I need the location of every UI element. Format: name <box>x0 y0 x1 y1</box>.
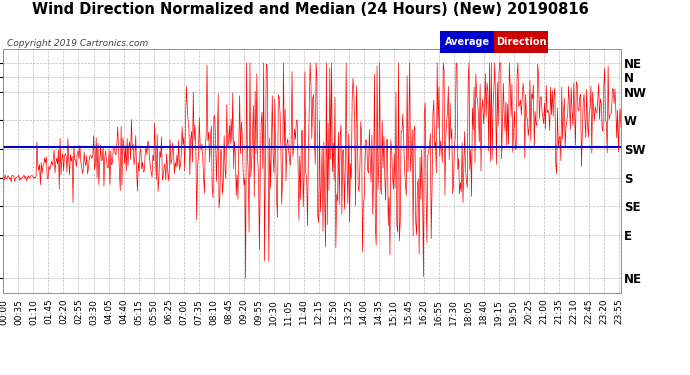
Text: Wind Direction Normalized and Median (24 Hours) (New) 20190816: Wind Direction Normalized and Median (24… <box>32 2 589 17</box>
Text: Copyright 2019 Cartronics.com: Copyright 2019 Cartronics.com <box>7 39 148 48</box>
Text: Direction: Direction <box>495 37 546 47</box>
Text: Average: Average <box>444 37 490 47</box>
